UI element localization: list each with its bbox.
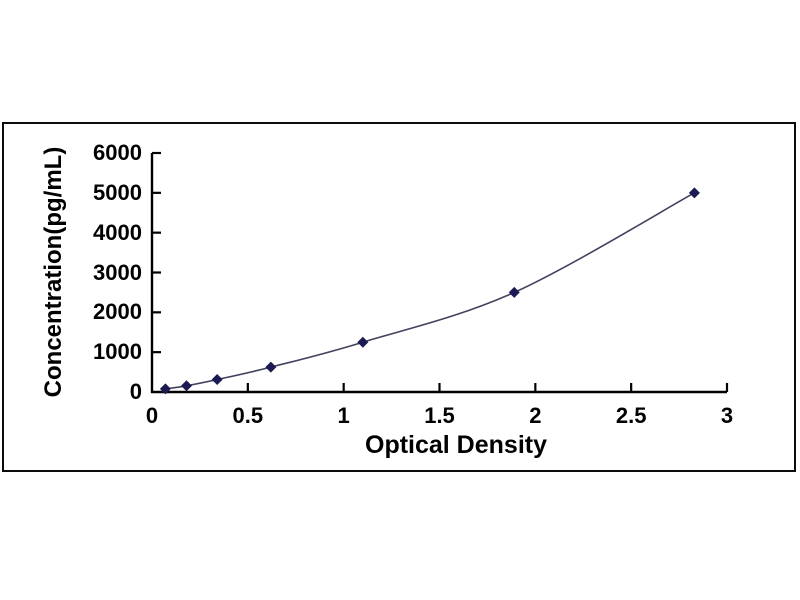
x-axis-title: Optical Density: [365, 431, 547, 459]
data-point-marker: [508, 286, 520, 298]
data-point-marker: [181, 380, 192, 392]
axes-line: [150, 153, 727, 394]
data-point-marker: [357, 336, 369, 348]
data-point-marker: [265, 361, 277, 373]
chart-frame: [2, 122, 796, 472]
standard-curve-line: [165, 192, 695, 390]
y-axis-title: Concentration(pg/mL): [40, 146, 67, 398]
data-point-marker: [159, 383, 171, 395]
data-point-marker: [211, 374, 223, 386]
data-point-marker: [688, 187, 700, 199]
